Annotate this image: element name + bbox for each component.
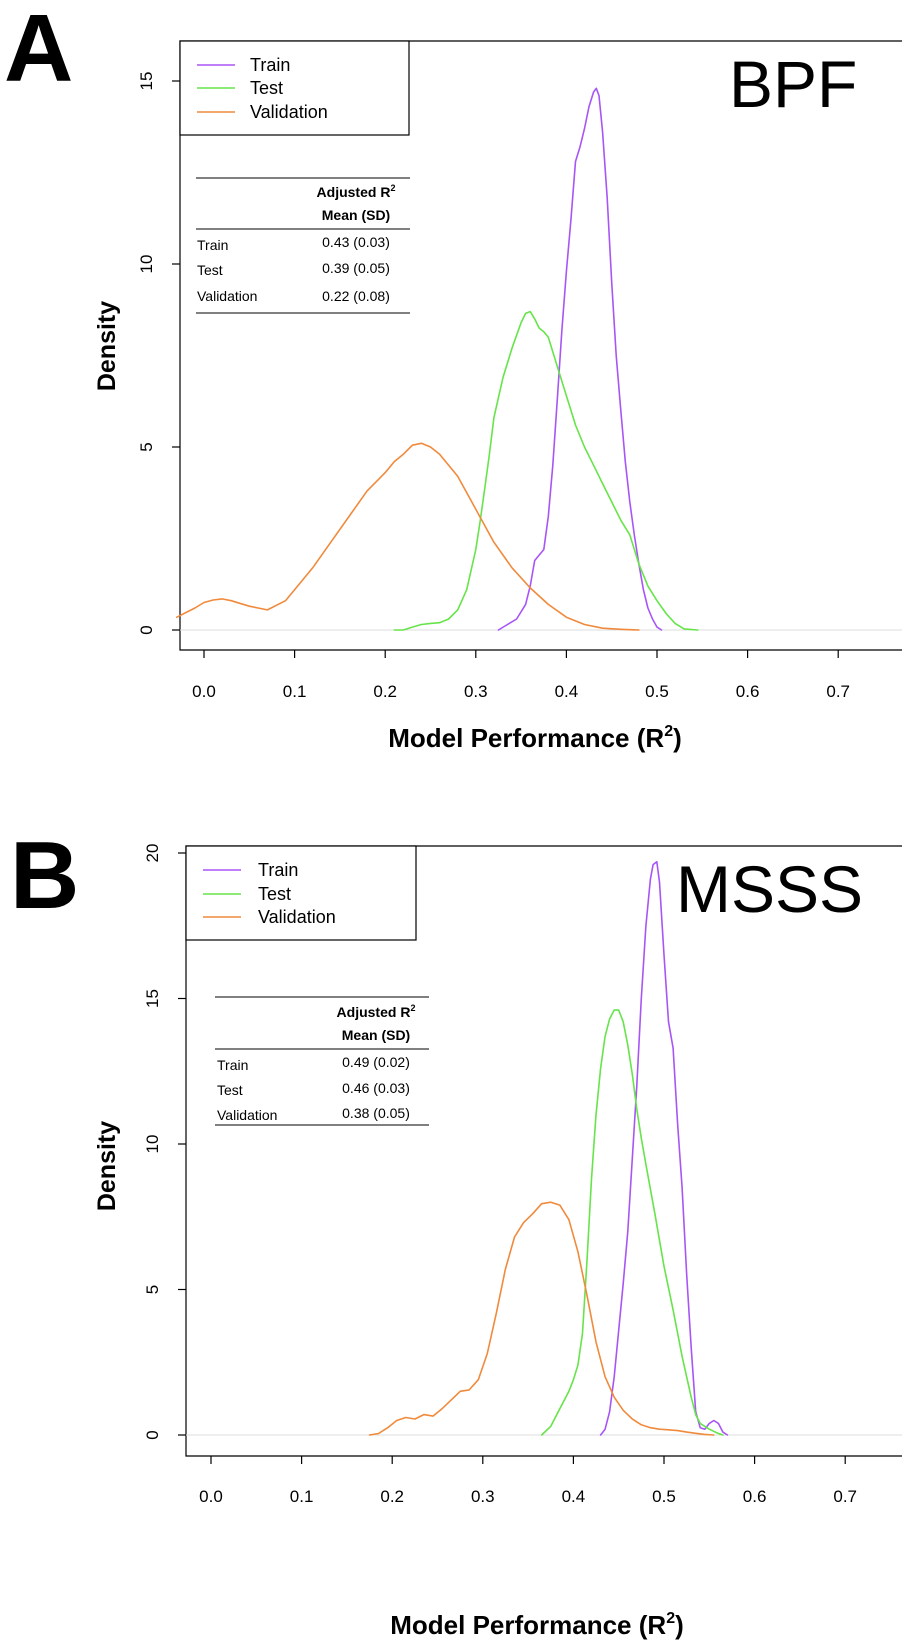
panel-a-table-row-label: Test: [197, 262, 223, 278]
x-tick-label: 0.7: [826, 682, 850, 701]
panel-b-legend-box: [185, 845, 417, 941]
series-line-train: [599, 860, 729, 1436]
panel-a-legend-label-validation: Validation: [250, 102, 328, 122]
panel-b-table-row-label: Validation: [217, 1107, 277, 1123]
y-tick-label: 15: [143, 989, 162, 1008]
x-tick-label: 0.5: [652, 1487, 676, 1506]
x-tick-label: 0.7: [833, 1487, 857, 1506]
x-tick-label: 0.0: [192, 682, 216, 701]
x-tick-label: 0.0: [199, 1487, 223, 1506]
series-line-test: [393, 310, 699, 631]
panel-b-y-axis: 0 5 10 15 20: [143, 844, 186, 1440]
y-tick-label: 5: [143, 1285, 162, 1294]
x-tick-label: 0.4: [555, 682, 579, 701]
panel-a-x-axis: 0.0 0.1 0.2 0.3 0.4 0.5 0.6 0.7: [192, 650, 850, 701]
x-tick-label: 0.1: [290, 1487, 314, 1506]
x-tick-label: 0.5: [645, 682, 669, 701]
panel-b-series: [368, 860, 729, 1436]
y-tick-label: 20: [143, 844, 162, 863]
panel-b-x-axis-title: Model Performance (R2): [390, 1610, 684, 1640]
panel-b-label: B: [10, 822, 79, 929]
series-line-train: [497, 87, 663, 631]
panel-a-table-subheader: Mean (SD): [322, 207, 390, 223]
x-tick-label: 0.2: [380, 1487, 404, 1506]
panel-a-plot-frame: [179, 40, 902, 651]
panel-a-legend: Train Test Validation: [179, 40, 410, 136]
series-line-test: [540, 1009, 724, 1436]
series-line-validation: [368, 1201, 715, 1436]
x-tick-label: 0.6: [743, 1487, 767, 1506]
panel-a-table-row-label: Train: [197, 237, 228, 253]
panel-a-table-row-label: Validation: [197, 288, 257, 304]
y-tick-label: 0: [137, 625, 156, 634]
panel-b-table-row-value: 0.38 (0.05): [342, 1105, 410, 1121]
panel-a-label: A: [4, 0, 73, 102]
y-tick-label: 10: [137, 255, 156, 274]
x-tick-label: 0.6: [736, 682, 760, 701]
panel-b-table-subheader: Mean (SD): [342, 1027, 410, 1043]
panel-b-summary-table: Adjusted R2 Mean (SD) Train 0.49 (0.02) …: [215, 996, 429, 1126]
panel-b-y-axis-title: Density: [93, 1121, 121, 1211]
panel-a-table-row-value: 0.22 (0.08): [322, 288, 390, 304]
panel-a-title: BPF: [729, 47, 857, 121]
panel-b-table-row-label: Test: [217, 1082, 243, 1098]
panel-b-legend-label-test: Test: [258, 884, 291, 904]
x-tick-label: 0.1: [283, 682, 307, 701]
x-tick-label: 0.4: [562, 1487, 586, 1506]
panel-b-table-row-value: 0.46 (0.03): [342, 1080, 410, 1096]
panel-a-legend-label-train: Train: [250, 55, 290, 75]
x-tick-label: 0.3: [464, 682, 488, 701]
panel-b-x-axis: 0.0 0.1 0.2 0.3 0.4 0.5 0.6 0.7: [199, 1456, 857, 1506]
series-line-validation: [176, 442, 640, 631]
y-tick-label: 0: [143, 1430, 162, 1439]
panel-a-table-row-value: 0.39 (0.05): [322, 260, 390, 276]
panel-b-title: MSSS: [676, 852, 863, 926]
panel-b: B MSSS 0 5 10 15 20 0.0 0.1 0.2 0.3 0.4 0.5 0.6 0.7…: [10, 822, 902, 1640]
panel-a-series: [176, 87, 699, 631]
panel-a-legend-label-test: Test: [250, 78, 283, 98]
panel-a-summary-table: Adjusted R2 Mean (SD) Train 0.43 (0.03) …: [196, 177, 410, 314]
panel-b-plot-frame: [185, 845, 902, 1457]
x-tick-label: 0.2: [373, 682, 397, 701]
x-tick-label: 0.3: [471, 1487, 495, 1506]
panel-b-legend-label-validation: Validation: [258, 907, 336, 927]
y-tick-label: 5: [137, 442, 156, 451]
panel-a-table-row-value: 0.43 (0.03): [322, 234, 390, 250]
panel-a: A BPF 0 5 10 15 0.0 0.1 0.2 0.3 0.4 0.5 0.6 0.7 Tr…: [4, 0, 902, 753]
panel-b-legend: Train Test Validation: [185, 845, 417, 941]
y-tick-label: 10: [143, 1135, 162, 1154]
panel-b-table-row-label: Train: [217, 1057, 248, 1073]
panel-a-y-axis: 0 5 10 15: [137, 72, 180, 635]
panel-b-table-row-value: 0.49 (0.02): [342, 1054, 410, 1070]
y-tick-label: 15: [137, 72, 156, 91]
panel-b-legend-label-train: Train: [258, 860, 298, 880]
panel-b-table-header: Adjusted R2: [337, 1003, 416, 1020]
panel-a-y-axis-title: Density: [93, 301, 121, 391]
panel-a-x-axis-title: Model Performance (R2): [388, 723, 682, 753]
panel-a-table-header: Adjusted R2: [317, 183, 396, 200]
